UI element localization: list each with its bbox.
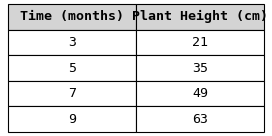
Text: 3: 3 — [68, 36, 76, 49]
Text: 49: 49 — [192, 87, 208, 100]
Text: 5: 5 — [68, 61, 76, 75]
Text: 21: 21 — [192, 36, 208, 49]
Bar — [136, 30, 264, 55]
Bar — [136, 81, 264, 106]
Text: Plant Height (cm): Plant Height (cm) — [132, 10, 268, 23]
Bar — [136, 55, 264, 81]
Text: 35: 35 — [192, 61, 208, 75]
Text: 9: 9 — [68, 113, 76, 126]
Text: 7: 7 — [68, 87, 76, 100]
Bar — [136, 4, 264, 30]
Bar — [136, 106, 264, 132]
Bar — [8, 4, 136, 30]
Bar — [8, 30, 136, 55]
Bar — [8, 81, 136, 106]
Bar — [8, 106, 136, 132]
Text: Time (months): Time (months) — [20, 10, 124, 23]
Bar — [8, 55, 136, 81]
Text: 63: 63 — [192, 113, 208, 126]
